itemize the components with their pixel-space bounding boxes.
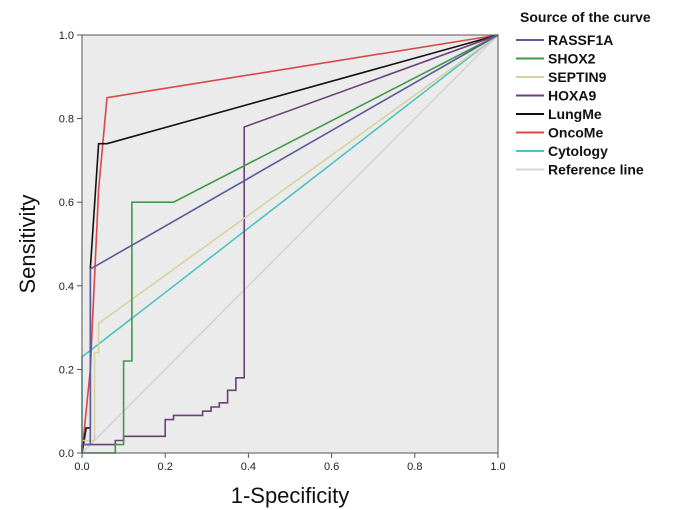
y-axis: 0.0 0.2 0.4 0.6 0.8 1.0	[59, 30, 82, 460]
series-line-shox2	[82, 34, 499, 454]
x-tick-label: 0.0	[74, 461, 89, 473]
x-tick-label: 1.0	[490, 461, 505, 473]
legend-label: SEPTIN9	[548, 69, 607, 85]
x-axis-title: 1-Specificity	[231, 483, 350, 508]
legend-label: Reference line	[548, 162, 644, 178]
y-tick-label: 0.8	[59, 114, 74, 126]
y-tick-label: 0.0	[59, 448, 74, 460]
legend-label: HOXA9	[548, 88, 596, 104]
x-tick-label: 0.6	[324, 461, 339, 473]
series-line-reference-line	[81, 34, 499, 454]
legend-label: OncoMe	[548, 125, 603, 141]
legend-title: Source of the curve	[520, 9, 651, 25]
y-tick-label: 0.6	[59, 197, 74, 209]
x-tick-label: 0.8	[407, 461, 422, 473]
series-line-hoxa9	[81, 34, 499, 453]
y-tick-label: 0.4	[59, 281, 74, 293]
legend-label: Cytology	[548, 143, 608, 159]
y-axis-title: Sensitivity	[15, 194, 40, 293]
legend-label: LungMe	[548, 106, 602, 122]
x-tick-label: 0.4	[241, 461, 256, 473]
legend-label: SHOX2	[548, 51, 596, 67]
legend: Source of the curve RASSF1A SHOX2 SEPTIN9 H…	[516, 9, 651, 178]
y-tick-label: 1.0	[59, 30, 74, 42]
series-line-oncome	[81, 34, 499, 454]
x-tick-label: 0.2	[158, 461, 173, 473]
x-axis: 0.0 0.2 0.4 0.6 0.8 1.0	[74, 453, 506, 473]
y-tick-label: 0.2	[59, 364, 74, 376]
legend-label: RASSF1A	[548, 32, 613, 48]
plot-frame	[81, 34, 499, 454]
